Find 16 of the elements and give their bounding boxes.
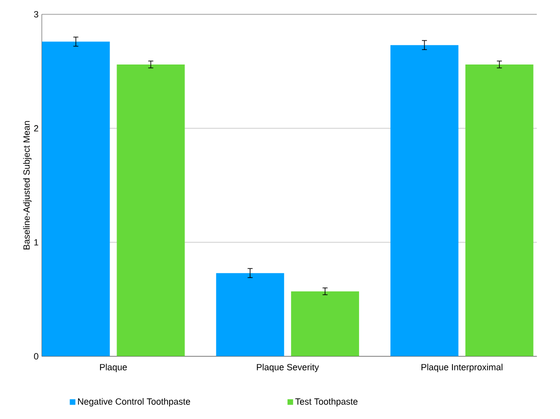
x-tick-label: Plaque xyxy=(100,364,127,372)
bar xyxy=(291,291,360,356)
legend-label: Negative Control Toothpaste xyxy=(78,398,190,406)
y-tick-label: 3 xyxy=(34,11,38,18)
bar xyxy=(465,64,534,356)
y-axis-title: Baseline-Adjusted Subject Mean xyxy=(23,121,32,250)
legend-label: Test Toothpaste xyxy=(295,398,358,406)
bar xyxy=(116,64,185,356)
y-tick-label: 1 xyxy=(34,239,38,246)
bar xyxy=(42,42,110,356)
bar xyxy=(390,45,458,356)
y-tick-label: 0 xyxy=(34,353,38,360)
x-tick-label: Plaque Interproximal xyxy=(422,364,502,372)
bar xyxy=(216,273,284,356)
y-tick-label: 2 xyxy=(34,125,38,132)
x-tick-label: Plaque Severity xyxy=(256,364,319,372)
